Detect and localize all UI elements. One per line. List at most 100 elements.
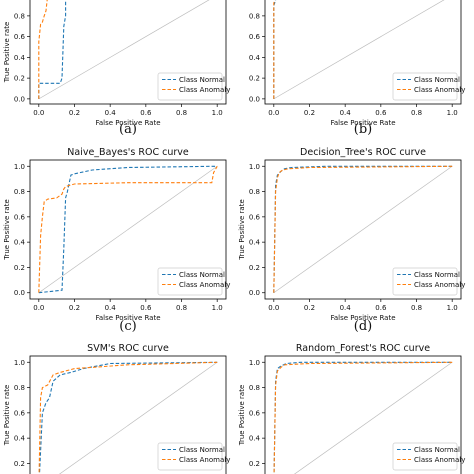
y-tick-label: 1.0: [14, 359, 25, 367]
series-line-normal: [38, 165, 218, 294]
x-tick-label: 0.8: [176, 304, 187, 312]
series-line-anomaly: [273, 165, 453, 293]
legend-entry: Class Anomaly: [414, 86, 465, 94]
y-tick-label: 1.0: [14, 163, 25, 171]
chart-panel-4: 0.0 0.2 0.4 0.6 0.8 1.0 0.0 0.2 0.4 0.6 0.8 1.0 Deci…: [238, 147, 465, 334]
y-tick-label: 0.2: [249, 264, 260, 272]
y-tick-label: 0.8: [14, 12, 25, 20]
chart-title: SVM's ROC curve: [87, 343, 169, 354]
y-tick-label: 0.8: [249, 384, 260, 392]
chart-panel-2: 0.0 0.2 0.4 0.6 0.8 0.0 0.2 0.4 0.6 0.8 1.0 False P…: [249, 0, 465, 137]
diagonal-reference-line: [38, 0, 210, 100]
y-tick-label: 0.0: [14, 289, 25, 297]
y-tick-label: 0.4: [249, 435, 261, 443]
legend-entry: Class Normal: [414, 446, 460, 454]
legend: Class Normal Class Anomaly: [157, 72, 230, 101]
series-line-anomaly: [38, 166, 218, 293]
y-tick-label: 0.8: [249, 12, 260, 20]
panel-label: (a): [119, 122, 137, 137]
legend: Class Normal Class Anomaly: [157, 442, 230, 471]
chart-title: Random_Forest's ROC curve: [296, 343, 430, 354]
legend: Class Normal Class Anomaly: [157, 267, 230, 296]
legend-entry: Class Normal: [414, 271, 460, 279]
legend-entry: Class Anomaly: [414, 456, 465, 464]
x-tick-label: 0.0: [33, 109, 44, 117]
x-tick-label: 0.8: [411, 304, 422, 312]
legend-entry: Class Normal: [179, 76, 225, 84]
legend-entry: Class Normal: [179, 271, 225, 279]
legend-entry: Class Normal: [179, 446, 225, 454]
y-tick-label: 0.4: [14, 54, 26, 62]
x-tick-label: 0.2: [69, 109, 80, 117]
y-axis-label: True Positive rate: [3, 22, 11, 84]
x-tick-label: 0.6: [375, 304, 387, 312]
y-tick-label: 0.4: [14, 435, 26, 443]
legend: Class Normal Class Anomaly: [392, 442, 465, 471]
chart-panel-5: 0.2 0.4 0.6 0.8 1.0 SVM's ROC curve True Posit…: [3, 343, 230, 474]
x-tick-label: 0.2: [304, 304, 315, 312]
x-tick-label: 0.0: [268, 109, 279, 117]
x-axis-label: False Positive Rate: [330, 119, 395, 127]
chart-panel-1: 0.0 0.2 0.4 0.6 0.8 0.0 0.2 0.4 0.6 0.8 1.0 False P…: [3, 0, 230, 137]
x-tick-label: 0.6: [140, 304, 152, 312]
y-axis-label: True Positive rate: [3, 199, 11, 261]
legend-entry: Class Anomaly: [179, 456, 230, 464]
x-tick-label: 0.6: [140, 109, 152, 117]
series-line-normal: [38, 361, 218, 474]
x-tick-label: 0.8: [176, 109, 187, 117]
x-tick-label: 1.0: [212, 304, 223, 312]
chart-title: Decision_Tree's ROC curve: [300, 147, 426, 158]
x-tick-label: 0.4: [105, 109, 117, 117]
y-tick-label: 0.0: [249, 95, 260, 103]
legend: Class Normal Class Anomaly: [392, 72, 465, 101]
panel-label: (b): [354, 122, 372, 137]
x-axis-label: False Positive Rate: [95, 119, 160, 127]
legend-entry: Class Anomaly: [179, 281, 230, 289]
y-tick-label: 0.8: [249, 188, 260, 196]
y-tick-label: 0.6: [249, 409, 261, 417]
series-line-anomaly: [38, 361, 218, 474]
x-tick-label: 0.4: [105, 304, 117, 312]
x-tick-label: 0.8: [411, 109, 422, 117]
panel-label: (d): [354, 319, 372, 334]
y-tick-label: 0.6: [249, 213, 261, 221]
x-axis-label: False Positive Rate: [330, 314, 395, 322]
y-tick-label: 0.6: [249, 33, 261, 41]
y-tick-label: 0.4: [14, 239, 26, 247]
diagonal-reference-line: [59, 361, 218, 474]
y-tick-label: 0.0: [14, 95, 25, 103]
y-tick-label: 0.2: [14, 75, 25, 83]
y-axis-label: True Positive rate: [3, 385, 11, 447]
legend-entry: Class Anomaly: [179, 86, 230, 94]
y-tick-label: 0.4: [249, 54, 261, 62]
series-line-anomaly: [273, 361, 453, 474]
legend-entry: Class Anomaly: [414, 281, 465, 289]
series-line-normal: [38, 0, 67, 99]
panel-label: (c): [119, 319, 136, 334]
y-axis-label: True Positive rate: [238, 385, 246, 447]
y-tick-label: 0.6: [14, 33, 26, 41]
chart-panel-6: 0.2 0.4 0.6 0.8 1.0 Random_Forest's ROC curve…: [238, 343, 465, 474]
y-tick-label: 0.6: [14, 409, 26, 417]
x-tick-label: 0.0: [268, 304, 279, 312]
legend-entry: Class Normal: [414, 76, 460, 84]
chart-title: Naive_Bayes's ROC curve: [67, 147, 189, 158]
chart-panel-3: 0.0 0.2 0.4 0.6 0.8 1.0 0.0 0.2 0.4 0.6 0.8 1.0 Naiv…: [3, 147, 230, 334]
diagonal-reference-line: [273, 0, 445, 100]
y-tick-label: 0.2: [14, 460, 25, 468]
x-tick-label: 1.0: [447, 304, 458, 312]
y-tick-label: 1.0: [249, 359, 260, 367]
y-tick-label: 0.8: [14, 384, 25, 392]
y-tick-label: 0.2: [249, 75, 260, 83]
x-tick-label: 0.2: [69, 304, 80, 312]
y-tick-label: 0.6: [14, 213, 26, 221]
x-axis-label: False Positive Rate: [95, 314, 160, 322]
x-tick-label: 0.6: [375, 109, 387, 117]
y-axis-label: True Positive rate: [238, 199, 246, 261]
x-tick-label: 0.4: [340, 304, 352, 312]
legend: Class Normal Class Anomaly: [392, 267, 465, 296]
y-tick-label: 0.8: [14, 188, 25, 196]
x-tick-label: 1.0: [447, 109, 458, 117]
x-tick-label: 0.2: [304, 109, 315, 117]
